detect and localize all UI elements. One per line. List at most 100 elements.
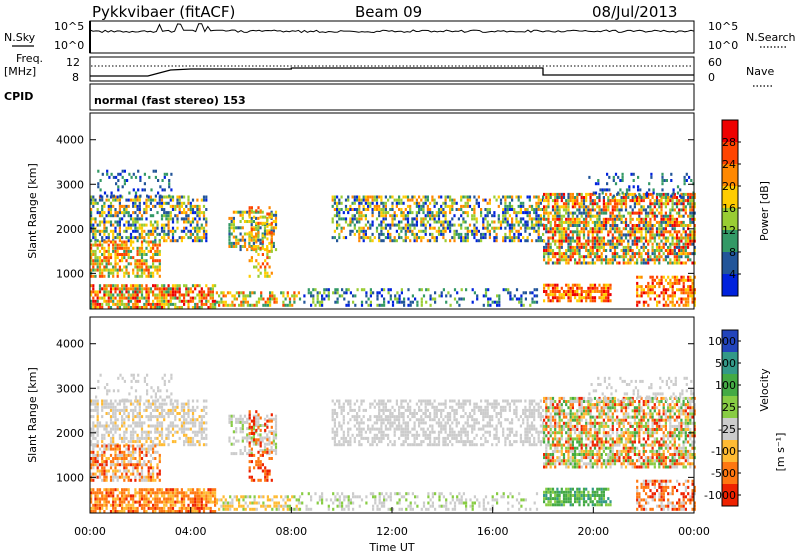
velocity-data-cell-900 <box>158 506 161 510</box>
power-data-cell-1979 <box>491 214 494 218</box>
power-data-cell-3339 <box>671 261 674 265</box>
power-data-cell-3381 <box>675 236 679 240</box>
velocity-data-cell-644 <box>138 447 141 451</box>
power-data-cell-1233 <box>255 234 258 238</box>
power-data-cell-3188 <box>649 208 652 212</box>
velocity-data-cell-668 <box>147 478 150 482</box>
velocity-data-cell-749 <box>103 503 106 507</box>
power-data-cell-2057 <box>513 232 516 236</box>
velocity-data-cell-655 <box>140 444 144 448</box>
power-data-cell-3405 <box>678 211 681 215</box>
power-data-cell-1846 <box>451 236 454 240</box>
power-data-cell-2918 <box>611 208 614 212</box>
power-data-cell-3412 <box>680 249 683 252</box>
power-data-cell-1422 <box>338 214 341 218</box>
velocity-data-cell-230 <box>147 424 150 428</box>
velocity-data-cell-251 <box>152 399 155 403</box>
power-data-cell-2545 <box>562 227 566 231</box>
power-data-cell-3462 <box>687 242 690 246</box>
power-data-cell-480 <box>94 249 97 253</box>
power-data-cell-631 <box>138 262 141 266</box>
power-data-cell-2840 <box>600 227 603 231</box>
velocity-data-cell-270 <box>156 408 159 412</box>
power-data-cell-1036 <box>209 293 212 297</box>
power-data-cell-2731 <box>587 242 590 246</box>
power-data-cell-1415 <box>336 204 339 208</box>
power-data-cell-536 <box>109 262 113 266</box>
velocity-data-cell-692 <box>152 450 155 454</box>
power-data-cell-2867 <box>605 224 608 227</box>
power-data-cell-2257 <box>383 303 386 307</box>
power-data-cell-982 <box>187 306 190 309</box>
velocity-data-cell-474 <box>94 472 97 476</box>
velocity-data-cell-444 <box>202 405 206 409</box>
velocity-data-cell-659 <box>143 460 146 464</box>
power-data-cell-1447 <box>347 195 350 199</box>
power-data-cell-2655 <box>576 202 579 206</box>
velocity-data-cell-311 <box>167 424 170 428</box>
power-data-cell-3520 <box>693 205 696 209</box>
power-data-cell-3391 <box>675 196 679 199</box>
power-data-cell-3726 <box>662 275 665 279</box>
velocity-data-cell-735 <box>96 488 99 492</box>
velocity-data-cell-491 <box>98 469 102 473</box>
power-data-cell-2983 <box>620 205 623 209</box>
power-colorbar-swatch-2 <box>722 164 738 186</box>
power-data-cell-3285 <box>662 214 665 218</box>
velocity-data-cell-839 <box>136 506 139 510</box>
power-data-cell-3736 <box>667 281 670 285</box>
velocity-data-cell-529 <box>109 478 113 482</box>
power-data-cell-392 <box>189 201 192 205</box>
power-data-cell-2401 <box>545 252 548 256</box>
power-data-cell-1731 <box>420 204 423 208</box>
velocity-data-cell-632 <box>136 466 139 470</box>
power-data-cell-2730 <box>587 249 590 252</box>
power-data-cell-1770 <box>431 232 434 236</box>
power-data-cell-3629 <box>596 290 599 293</box>
velocity-data-cell-220 <box>145 436 148 440</box>
power-data-cell-1461 <box>351 195 354 199</box>
power-data-cell-3057 <box>631 224 634 227</box>
power-data-cell-967 <box>178 287 181 291</box>
power-data-cell-217 <box>143 223 146 227</box>
power-data-cell-102 <box>114 214 117 218</box>
power-data-cell-1071 <box>232 226 235 230</box>
power-data-cell-3928 <box>637 175 640 179</box>
power-data-cell-890 <box>154 302 157 306</box>
power-data-cell-398 <box>191 211 195 215</box>
power-data-cell-1262 <box>264 268 267 272</box>
power-data-cell-294 <box>165 223 168 227</box>
velocity-data-cell-684 <box>149 447 152 451</box>
power-data-cell-2051 <box>511 208 514 211</box>
power-data-cell-3171 <box>647 220 650 224</box>
power-data-cell-337 <box>176 220 179 224</box>
power-data-cell-818 <box>127 290 130 294</box>
power-data-cell-2525 <box>560 239 563 243</box>
power-data-cell-3823 <box>101 172 104 176</box>
power-data-cell-1971 <box>488 229 491 233</box>
power-data-cell-227 <box>145 201 148 205</box>
power-data-cell-2455 <box>551 230 555 234</box>
power-data-cell-1579 <box>382 239 385 243</box>
power-data-cell-1524 <box>367 204 370 208</box>
power-data-cell-3093 <box>636 199 639 203</box>
power-data-cell-1467 <box>353 208 356 211</box>
velocity-data-cell-86 <box>109 402 113 406</box>
nave-tick-top: 60 <box>708 56 722 69</box>
power-data-cell-1445 <box>347 208 350 211</box>
power-data-cell-2284 <box>407 297 410 301</box>
velocity-data-cell-564 <box>118 475 121 479</box>
power-data-cell-690 <box>154 249 157 253</box>
power-data-cell-2133 <box>535 239 538 243</box>
power-data-cell-3430 <box>682 236 685 240</box>
velocity-data-cell-649 <box>140 469 144 473</box>
power-data-cell-2975 <box>620 239 623 243</box>
velocity-data-cell-505 <box>103 478 106 482</box>
power-data-cell-1354 <box>262 303 265 307</box>
power-data-cell-1391 <box>293 294 296 298</box>
velocity-data-cell-797 <box>121 500 124 504</box>
velocity-data-cell-513 <box>103 450 106 454</box>
power-data-cell-451 <box>205 220 208 224</box>
power-data-cell-257 <box>154 198 157 202</box>
